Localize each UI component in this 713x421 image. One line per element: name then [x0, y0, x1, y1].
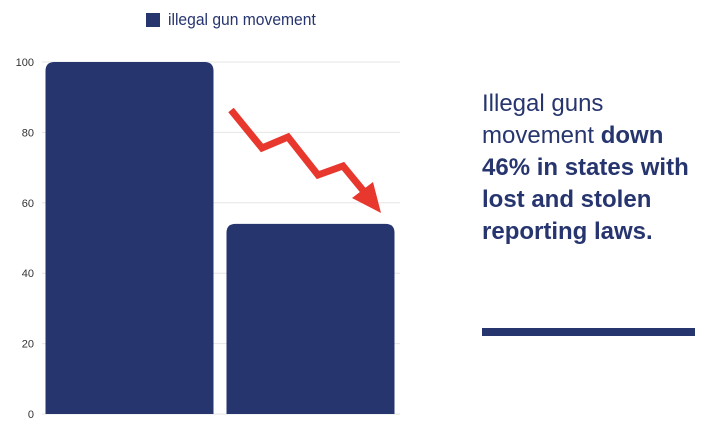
- headline-bold: down 46% in states with lost and stolen …: [482, 122, 689, 245]
- headline: Illegal guns movement down 46% in states…: [482, 88, 707, 248]
- y-tick-label: 20: [22, 339, 34, 351]
- down-trend-arrow-icon: [228, 107, 381, 213]
- bar: [45, 62, 214, 414]
- y-tick-label: 100: [16, 57, 34, 69]
- y-tick-label: 0: [28, 409, 34, 421]
- y-tick-label: 80: [22, 127, 34, 139]
- y-tick-label: 40: [22, 268, 34, 280]
- y-tick-label: 60: [22, 198, 34, 210]
- divider-bar: [482, 328, 695, 336]
- bar: [226, 223, 395, 414]
- legend-swatch: [146, 13, 160, 27]
- y-axis-ticks: 0 20 40 60 80 100: [16, 57, 34, 421]
- bars: [45, 62, 395, 414]
- legend-label: illegal gun movement: [168, 10, 316, 29]
- bar-chart: 0 20 40 60 80 100: [16, 57, 400, 421]
- headline-regular: Illegal guns movement: [482, 90, 604, 149]
- legend: illegal gun movement: [146, 9, 329, 31]
